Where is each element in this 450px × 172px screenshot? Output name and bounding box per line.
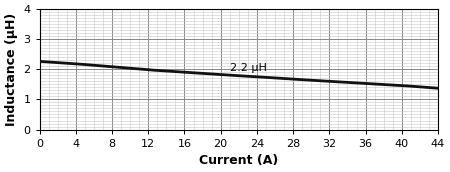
Text: 2.2 μH: 2.2 μH (230, 63, 266, 73)
Y-axis label: Inductance (μH): Inductance (μH) (5, 13, 18, 126)
X-axis label: Current (A): Current (A) (199, 154, 279, 167)
